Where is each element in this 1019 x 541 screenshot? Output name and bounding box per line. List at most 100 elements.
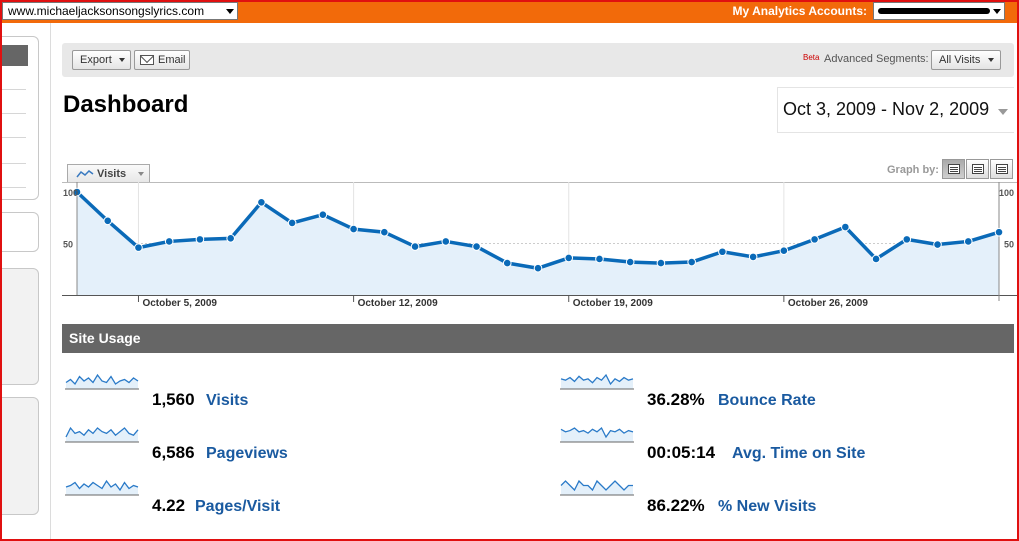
x-tick-label: October 12, 2009 <box>358 298 438 309</box>
visits-data-point <box>748 252 758 262</box>
visits-data-point <box>410 242 420 251</box>
sparkline-line <box>65 426 139 438</box>
pageviews-link[interactable]: Pageviews <box>206 445 288 462</box>
sidebar-divider <box>0 187 26 188</box>
pages-per-visit-link[interactable]: Pages/Visit <box>195 498 281 515</box>
stat-bounce-rate: 36.28% Bounce Rate <box>560 372 960 409</box>
sidebar-active-item[interactable] <box>0 45 28 66</box>
day-view-icon <box>948 164 960 174</box>
sidebar-divider <box>0 163 26 164</box>
stat-avg-time-on-site: 00:05:14 Avg. Time on Site <box>560 425 1000 462</box>
pages-per-visit-sparkline <box>65 479 139 496</box>
new-visits-link[interactable]: % New Visits <box>718 498 817 515</box>
visits-data-point <box>533 263 543 273</box>
y-tick-label-left: 50 <box>63 240 73 250</box>
chevron-down-icon <box>998 109 1008 115</box>
site-select[interactable]: www.michaeljacksonsongslyrics.com <box>2 2 238 20</box>
sidebar-divider <box>0 89 26 90</box>
sparkline-line <box>560 426 634 439</box>
sidebar-panel <box>0 397 39 515</box>
y-tick-label-left: 100 <box>63 188 78 198</box>
segment-value: All Visits <box>939 54 981 66</box>
visits-data-point <box>625 257 635 267</box>
bounce-rate-sparkline <box>560 373 634 390</box>
visits-data-point <box>994 227 1004 237</box>
sparkline-line <box>65 373 139 386</box>
stat-value: 1,560 <box>152 390 195 409</box>
stat-value: 4.22 <box>152 496 186 515</box>
visits-data-point <box>380 227 389 237</box>
chevron-down-icon <box>138 172 144 176</box>
visits-data-point <box>441 237 451 246</box>
sparkline-line <box>65 479 139 492</box>
visits-data-point <box>103 216 113 226</box>
advanced-segments-select[interactable]: All Visits <box>931 50 1001 70</box>
visits-data-point <box>195 235 205 244</box>
graph-by-day-button[interactable] <box>942 159 965 179</box>
graph-by-label: Graph by: <box>887 164 939 176</box>
stat-new-visits: 86.22% % New Visits <box>560 478 960 515</box>
visits-data-point <box>687 257 696 267</box>
redacted-account <box>878 8 990 14</box>
accounts-select[interactable] <box>873 2 1005 20</box>
x-tick-label: October 5, 2009 <box>142 298 217 309</box>
graph-by-month-button[interactable] <box>990 159 1013 179</box>
visits-data-point <box>257 198 266 207</box>
graph-by-week-button[interactable] <box>966 159 989 179</box>
sparkline-fill <box>561 481 633 495</box>
sidebar-divider <box>0 137 26 138</box>
email-button-label: Email <box>158 54 186 66</box>
date-range-value: Oct 3, 2009 - Nov 2, 2009 <box>783 99 990 119</box>
x-tick-label: October 19, 2009 <box>573 298 653 309</box>
visits-data-point <box>564 253 574 263</box>
sparkline-line <box>560 373 634 386</box>
chevron-down-icon <box>988 58 994 62</box>
visits-data-point <box>779 246 789 256</box>
email-button[interactable]: Email <box>134 50 190 70</box>
visits-data-point <box>933 240 942 249</box>
visits-chart: October 5, 2009 October 12, 2009 October 1… <box>62 182 1017 309</box>
visits-data-point <box>502 258 512 268</box>
bounce-rate-link[interactable]: Bounce Rate <box>718 392 816 409</box>
pageviews-sparkline <box>65 426 139 443</box>
line-chart-icon <box>76 170 94 178</box>
visits-data-point <box>963 237 973 246</box>
top-bar: www.michaeljacksonsongslyrics.com My Ana… <box>0 0 1019 23</box>
x-tick-label: October 26, 2009 <box>788 298 868 309</box>
y-tick-label-right: 100 <box>999 188 1014 198</box>
visits-link[interactable]: Visits <box>206 392 249 409</box>
visits-data-point <box>718 247 727 257</box>
site-usage-header: Site Usage <box>62 324 1014 353</box>
stat-pageviews: 6,586 Pageviews <box>65 425 365 462</box>
visits-data-point <box>349 224 358 234</box>
visits-data-point <box>318 210 328 219</box>
visits-data-point <box>72 187 82 197</box>
chevron-down-icon <box>993 9 1001 14</box>
visits-data-point <box>810 235 819 244</box>
visits-data-point <box>287 218 297 228</box>
visits-data-point <box>472 242 481 251</box>
stat-pages-per-visit: 4.22 Pages/Visit <box>65 478 365 515</box>
y-tick-label-right: 50 <box>1004 240 1014 250</box>
export-button-label: Export <box>80 54 112 66</box>
stat-value: 6,586 <box>152 443 195 462</box>
export-button[interactable]: Export <box>72 50 131 70</box>
sparkline-fill <box>66 375 138 389</box>
visits-data-point <box>164 237 174 246</box>
avg-time-sparkline <box>560 426 634 443</box>
visits-data-point <box>226 234 235 243</box>
date-range-picker[interactable]: Oct 3, 2009 - Nov 2, 2009 <box>777 87 1014 133</box>
advanced-segments-label: Advanced Segments: <box>824 53 929 65</box>
envelope-icon <box>140 55 154 65</box>
sparkline-fill <box>66 428 138 442</box>
stat-visits: 1,560 Visits <box>65 372 365 409</box>
avg-time-on-site-link[interactable]: Avg. Time on Site <box>732 445 866 462</box>
graph-metric-select[interactable]: Visits <box>67 164 150 183</box>
toolbar: Export Email Beta Advanced Segments: All… <box>62 43 1014 77</box>
visits-data-point <box>656 258 666 268</box>
visits-data-point <box>902 235 912 244</box>
week-view-icon <box>972 164 984 174</box>
sparkline-fill <box>561 428 633 442</box>
chart-area-fill <box>77 192 999 295</box>
month-view-icon <box>996 164 1008 174</box>
